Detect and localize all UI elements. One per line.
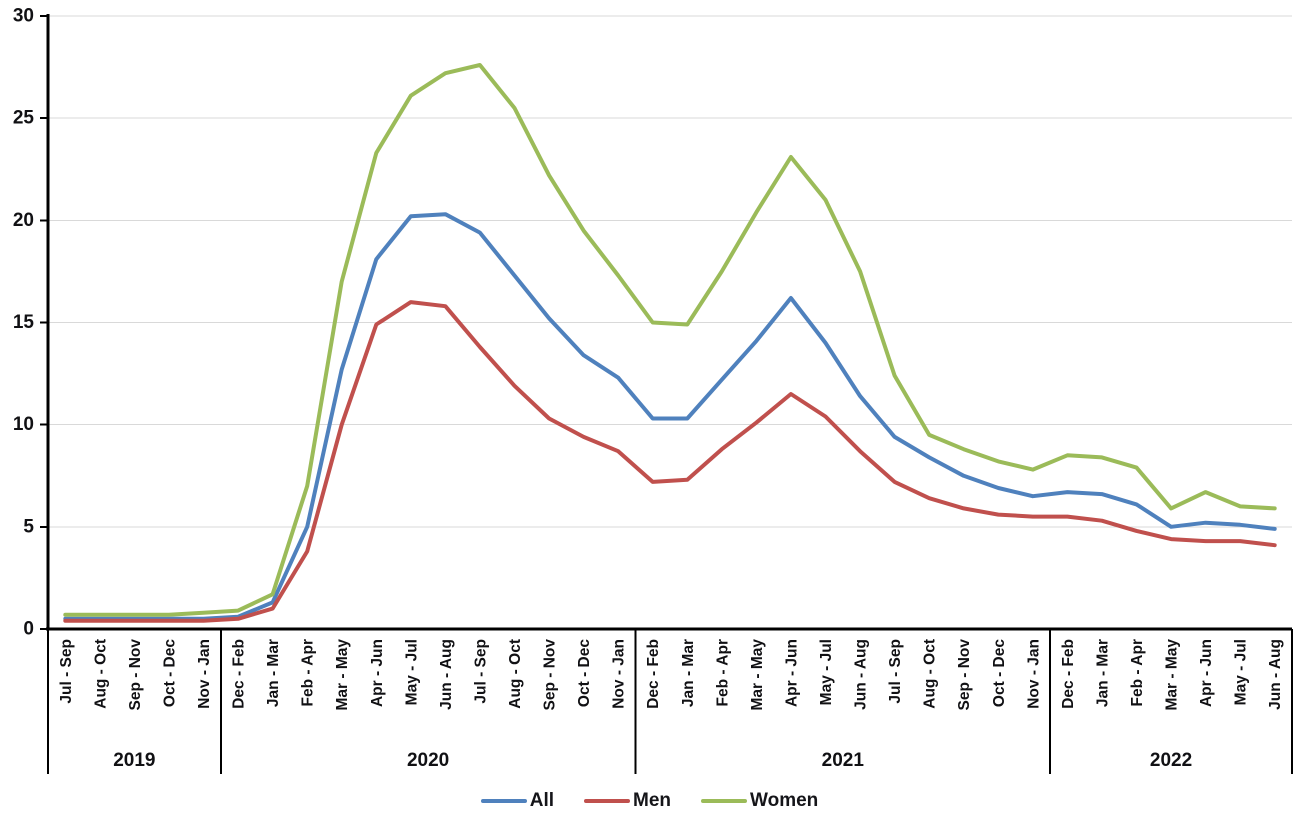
axes: [40, 14, 1292, 631]
legend-item-men: Men: [584, 791, 671, 810]
x-tick-label: Sep - Nov: [127, 639, 144, 711]
series-line-all: [63, 212, 1277, 621]
year-label: 2019: [113, 750, 155, 771]
x-tick-label: Sep - Nov: [542, 639, 559, 711]
x-tick-label: Jun - Aug: [438, 639, 455, 710]
x-tick-label: Jul - Sep: [58, 639, 75, 704]
y-tick-labels: 0 5 10 15 20 25 30: [13, 6, 35, 640]
y-tick-label: 15: [13, 312, 35, 333]
chart-legend: All Men Women: [0, 791, 1299, 810]
x-tick-label: Mar - May: [334, 639, 351, 711]
x-tick-label: Sep - Nov: [956, 639, 973, 711]
x-tick-label: Jan - Mar: [265, 639, 282, 707]
year-label: 2020: [407, 750, 449, 771]
x-tick-label: Apr - Jun: [369, 639, 386, 707]
x-tick-label: Jun - Aug: [853, 639, 870, 710]
y-tick-label: 5: [23, 516, 34, 537]
y-tick-label: 0: [23, 619, 34, 640]
x-tick-label: May - Jul: [1233, 639, 1250, 705]
x-tick-label: May - Jul: [818, 639, 835, 705]
legend-label-all: All: [529, 790, 554, 811]
x-tick-label: Dec - Feb: [645, 639, 662, 709]
x-tick-label: Aug - Oct: [922, 639, 939, 709]
year-label: 2022: [1150, 750, 1192, 771]
x-tick-label: Oct - Dec: [161, 639, 178, 707]
x-tick-label: Apr - Jun: [1198, 639, 1215, 707]
legend-item-women: Women: [701, 791, 818, 810]
x-tick-label: Jan - Mar: [1094, 639, 1111, 707]
x-tick-label: Oct - Dec: [576, 639, 593, 707]
series-line-women: [63, 63, 1277, 617]
year-labels: 2019 2020 2021 2022: [113, 750, 1192, 771]
legend-swatch-men: [584, 798, 630, 803]
x-tick-label: Feb - Apr: [714, 639, 731, 706]
x-tick-label: Aug - Oct: [507, 639, 524, 709]
legend-label-men: Men: [633, 790, 671, 811]
x-tick-label: Jan - Mar: [680, 639, 697, 707]
y-tick-label: 20: [13, 210, 34, 231]
x-tick-label: Nov - Jan: [1025, 639, 1042, 709]
series-lines: [63, 63, 1277, 623]
x-tick-label: Aug - Oct: [92, 639, 109, 709]
series-line-men: [63, 300, 1277, 623]
x-tick-label: Jul - Sep: [472, 639, 489, 704]
year-dividers: [47, 629, 1293, 774]
year-label: 2021: [822, 750, 865, 771]
x-tick-label: Dec - Feb: [231, 639, 248, 709]
legend-swatch-all: [480, 798, 527, 803]
x-tick-label: Mar - May: [749, 639, 766, 711]
y-tick-label: 30: [13, 6, 34, 27]
y-gridlines: [48, 15, 1292, 528]
x-tick-label: Apr - Jun: [783, 639, 800, 707]
y-tick-label: 10: [13, 414, 34, 435]
y-tick-label: 25: [13, 108, 35, 129]
x-tick-label: Nov - Jan: [196, 639, 213, 709]
x-tick-label: Feb - Apr: [300, 639, 317, 706]
x-tick-label: Jul - Sep: [887, 639, 904, 704]
x-tick-label: Dec - Feb: [1060, 639, 1077, 709]
x-tick-label: Mar - May: [1164, 639, 1181, 711]
legend-item-all: All: [480, 790, 554, 811]
x-tick-label: Feb - Apr: [1129, 639, 1146, 706]
legend-swatch-women: [701, 798, 747, 803]
x-tick-label: Nov - Jan: [611, 639, 628, 709]
legend-label-women: Women: [750, 790, 819, 811]
x-tick-labels: Jul - Sep Aug - Oct Sep - Nov Oct - Dec Nov …: [58, 639, 1284, 711]
x-tick-label: Jun - Aug: [1267, 639, 1284, 710]
x-tick-label: Oct - Dec: [991, 639, 1008, 707]
x-tick-label: May - Jul: [403, 639, 420, 705]
